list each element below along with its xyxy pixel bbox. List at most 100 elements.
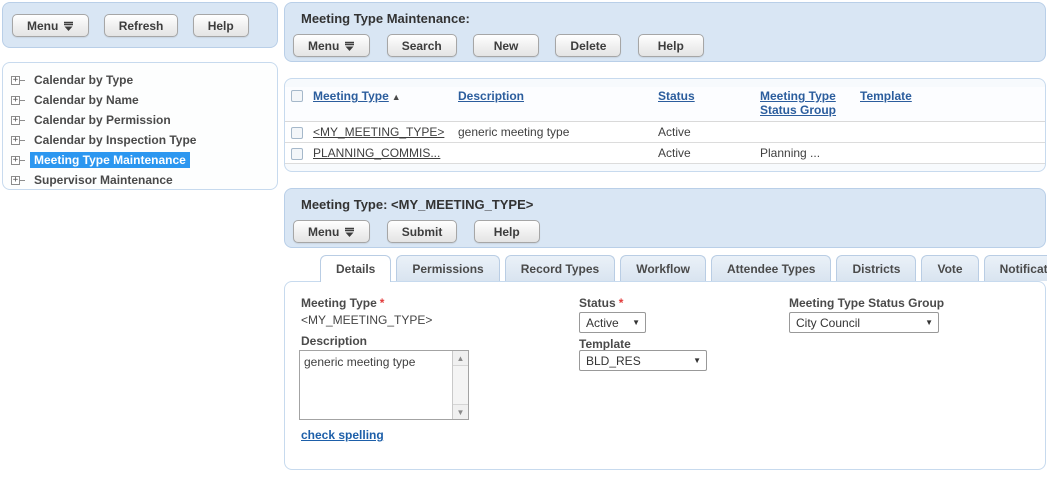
tree-item-label: Supervisor Maintenance — [34, 173, 173, 187]
row-checkbox[interactable] — [291, 147, 303, 160]
tree-item-calendar-by-inspection-type[interactable]: + Calendar by Inspection Type — [3, 130, 277, 150]
expand-icon[interactable]: + — [11, 94, 20, 105]
status-group-select-value: City Council — [796, 315, 861, 330]
tree-item-calendar-by-permission[interactable]: + Calendar by Permission — [3, 110, 277, 130]
status-label: Status * — [579, 296, 623, 310]
left-menu-button[interactable]: Menu — [12, 14, 90, 37]
expand-icon[interactable]: + — [11, 74, 20, 85]
meeting-type-value: <MY_MEETING_TYPE> — [301, 313, 433, 327]
tree-twig — [20, 79, 25, 81]
tree-twig — [20, 139, 25, 141]
table-row: PLANNING_COMMIS... Active Planning ... — [285, 143, 1045, 164]
scroll-up-icon[interactable]: ▲ — [453, 351, 468, 366]
column-header-template[interactable]: Template — [860, 89, 912, 103]
detail-panel-header: Meeting Type: <MY_MEETING_TYPE> Menu Sub… — [284, 188, 1046, 248]
tree-item-label: Calendar by Type — [34, 73, 134, 87]
description-text[interactable]: generic meeting type — [304, 355, 416, 369]
list-panel-header: Meeting Type Maintenance: Menu Search Ne… — [284, 2, 1046, 62]
chevron-down-icon: ▼ — [632, 318, 640, 327]
tree-twig — [20, 159, 25, 161]
template-label: Template — [579, 337, 631, 351]
detail-tabstrip: Details Permissions Record Types Workflo… — [320, 255, 1047, 282]
detail-panel-title: Meeting Type: <MY_MEETING_TYPE> — [301, 197, 534, 212]
table-row: <MY_MEETING_TYPE> generic meeting type A… — [285, 122, 1045, 143]
tree-item-calendar-by-name[interactable]: + Calendar by Name — [3, 90, 277, 110]
left-toolbar-panel: Menu Refresh Help — [2, 2, 278, 48]
tab-vote[interactable]: Vote — [921, 255, 979, 281]
tree-twig — [20, 119, 25, 121]
tab-attendee-types[interactable]: Attendee Types — [710, 255, 832, 281]
details-form-panel: Meeting Type * <MY_MEETING_TYPE> Descript… — [284, 281, 1046, 470]
submit-button[interactable]: Submit — [386, 220, 458, 243]
menu-dropdown-icon — [344, 41, 355, 51]
required-asterisk: * — [618, 296, 624, 310]
row-meeting-type-link[interactable]: PLANNING_COMMIS... — [313, 146, 441, 160]
tree-item-label: Calendar by Inspection Type — [34, 133, 197, 147]
status-select-value: Active — [586, 315, 619, 330]
list-menu-button[interactable]: Menu — [293, 34, 371, 57]
column-header-meeting-type[interactable]: Meeting Type ▲ — [313, 87, 458, 103]
required-asterisk: * — [379, 296, 385, 310]
row-meeting-type-link[interactable]: <MY_MEETING_TYPE> — [313, 125, 445, 139]
tree-item-label-selected: Meeting Type Maintenance — [30, 152, 190, 168]
tab-details[interactable]: Details — [320, 255, 392, 282]
tab-workflow[interactable]: Workflow — [620, 255, 706, 281]
tree-item-calendar-by-type[interactable]: + Calendar by Type — [3, 70, 277, 90]
textarea-scrollbar[interactable]: ▲ ▼ — [452, 351, 468, 419]
meeting-type-label: Meeting Type * — [301, 296, 384, 310]
row-status: Active — [658, 146, 691, 160]
detail-menu-button[interactable]: Menu — [293, 220, 371, 243]
expand-icon[interactable]: + — [11, 134, 20, 145]
row-description: generic meeting type — [458, 125, 570, 139]
description-textarea[interactable]: generic meeting type ▲ ▼ — [299, 350, 469, 420]
help-button-list[interactable]: Help — [637, 34, 704, 57]
expand-icon[interactable]: + — [11, 114, 20, 125]
tree-twig — [20, 99, 25, 101]
status-select[interactable]: Active ▼ — [579, 312, 646, 333]
status-group-label: Meeting Type Status Group — [789, 296, 945, 310]
menu-dropdown-icon — [63, 21, 74, 31]
row-status: Active — [658, 125, 691, 139]
tree-item-meeting-type-maintenance[interactable]: + Meeting Type Maintenance — [3, 150, 277, 170]
column-header-status-group[interactable]: Meeting Type Status Group — [760, 89, 837, 117]
scroll-down-icon[interactable]: ▼ — [453, 404, 468, 419]
tree-item-supervisor-maintenance[interactable]: + Supervisor Maintenance — [3, 170, 277, 190]
tree-item-label: Calendar by Name — [34, 93, 139, 107]
status-label-text: Status — [579, 296, 616, 310]
tab-record-types[interactable]: Record Types — [504, 255, 616, 281]
detail-menu-button-label: Menu — [308, 224, 340, 239]
new-button[interactable]: New — [473, 34, 540, 57]
menu-dropdown-icon — [344, 227, 355, 237]
list-menu-button-label: Menu — [308, 38, 340, 53]
help-button-detail[interactable]: Help — [473, 220, 540, 243]
chevron-down-icon: ▼ — [925, 318, 933, 327]
template-select[interactable]: BLD_RES ▼ — [579, 350, 707, 371]
list-panel-title: Meeting Type Maintenance: — [301, 11, 470, 26]
left-menu-button-label: Menu — [27, 18, 59, 33]
search-button[interactable]: Search — [386, 34, 457, 57]
select-all-checkbox[interactable] — [291, 90, 303, 102]
row-checkbox[interactable] — [291, 126, 303, 139]
tab-permissions[interactable]: Permissions — [396, 255, 500, 281]
navigation-tree: + Calendar by Type + Calendar by Name + … — [2, 62, 278, 190]
list-toolbar: Menu Search New Delete Help — [293, 34, 717, 57]
column-header-description[interactable]: Description — [458, 89, 525, 103]
chevron-down-icon: ▼ — [693, 356, 701, 365]
column-header-status[interactable]: Status — [658, 89, 695, 103]
table-header-row: Meeting Type ▲ Description Status Meeting… — [285, 87, 1045, 122]
tree-twig — [20, 179, 25, 181]
row-status-group: Planning ... — [760, 146, 821, 160]
check-spelling-link[interactable]: check spelling — [301, 428, 384, 442]
status-group-select[interactable]: City Council ▼ — [789, 312, 939, 333]
tab-districts[interactable]: Districts — [836, 255, 917, 281]
expand-icon[interactable]: + — [11, 154, 20, 165]
description-label: Description — [301, 334, 368, 348]
refresh-button[interactable]: Refresh — [103, 14, 179, 37]
tree-item-label: Calendar by Permission — [34, 113, 171, 127]
meeting-type-table: Meeting Type ▲ Description Status Meeting… — [284, 78, 1046, 172]
expand-icon[interactable]: + — [11, 174, 20, 185]
help-button-left[interactable]: Help — [192, 14, 249, 37]
delete-button[interactable]: Delete — [555, 34, 622, 57]
tab-notification[interactable]: Notification — [983, 255, 1047, 281]
